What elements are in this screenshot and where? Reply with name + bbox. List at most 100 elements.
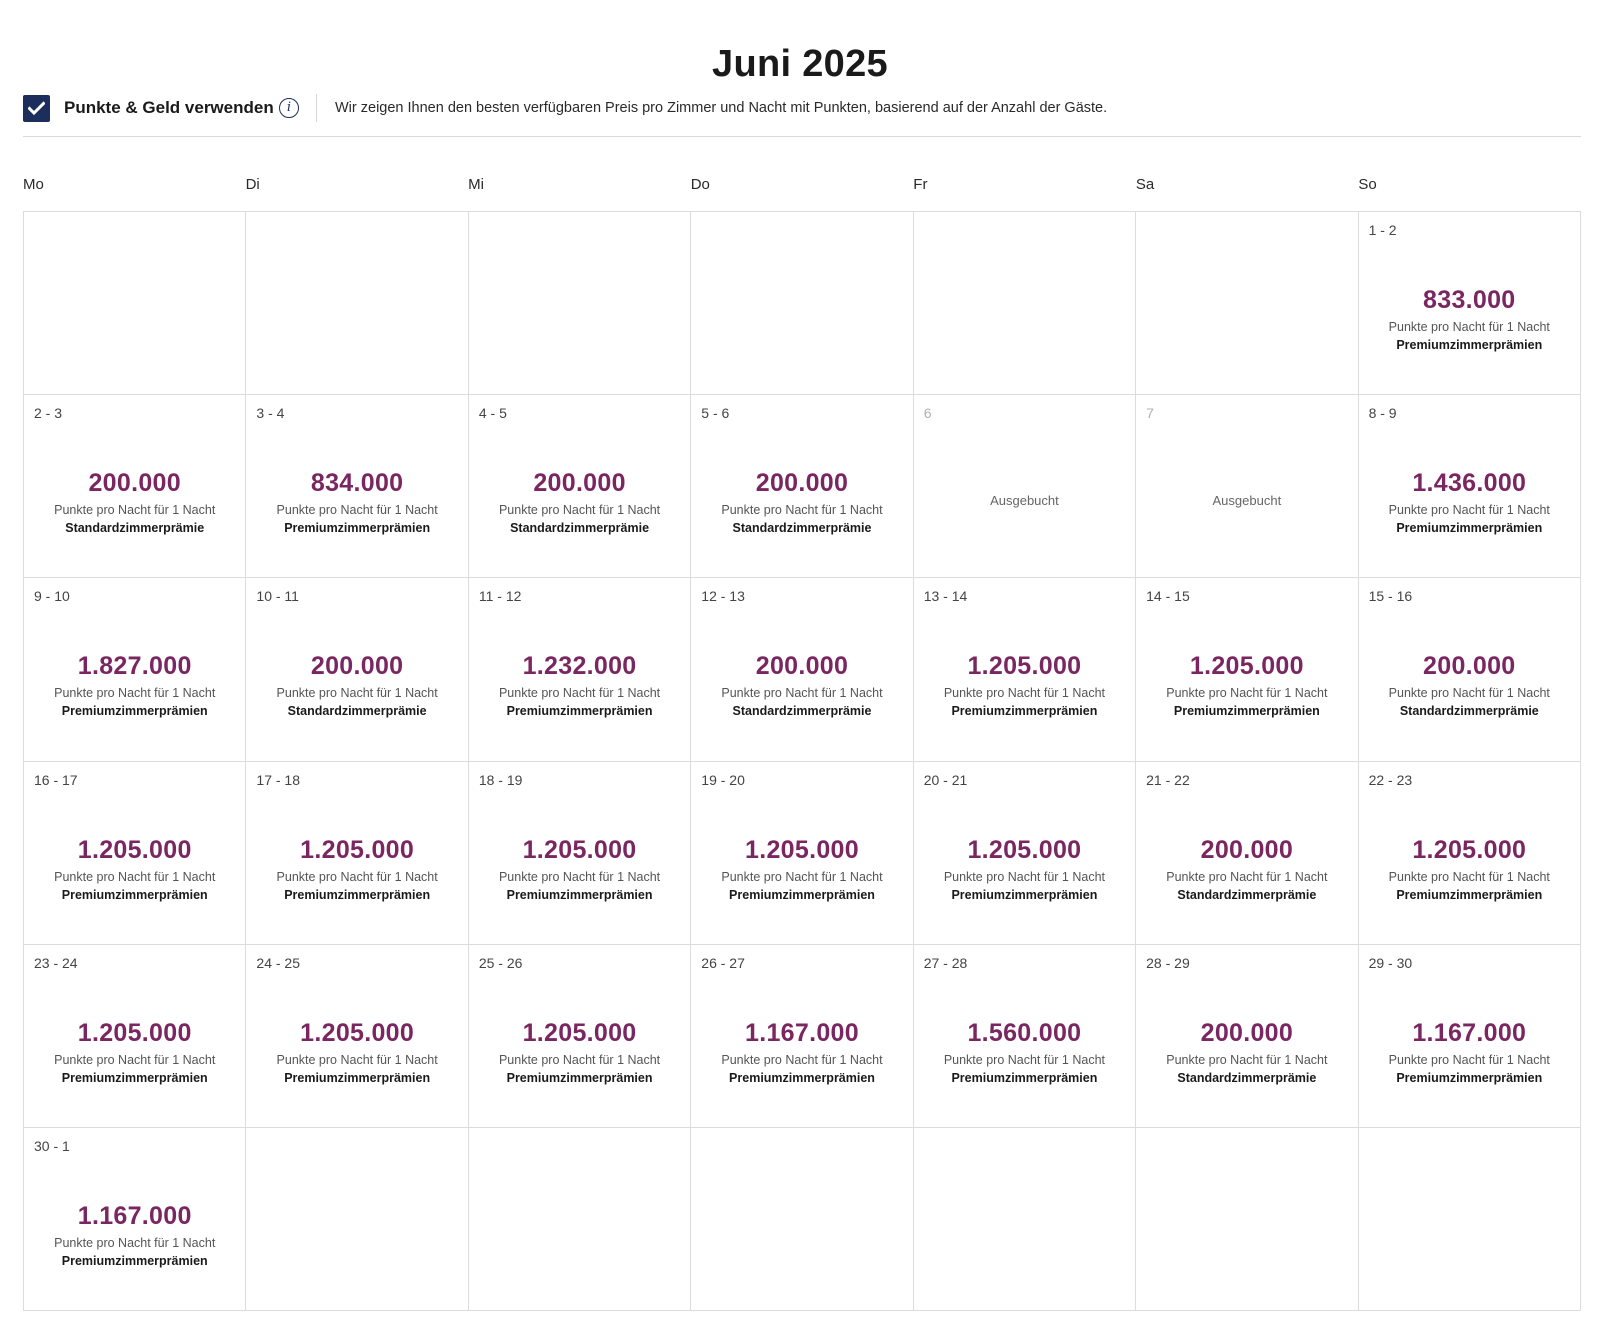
calendar-day-booked: 6 Ausgebucht	[913, 395, 1137, 579]
price-unit: Punkte pro Nacht für 1 Nacht	[721, 1052, 883, 1067]
points-price: 1.205.000	[1412, 835, 1527, 864]
price-unit: Punkte pro Nacht für 1 Nacht	[1388, 1052, 1550, 1067]
room-type: Premiumzimmerprämien	[951, 704, 1098, 719]
calendar-day[interactable]: 19 - 20 1.205.000 Punkte pro Nacht für 1 N…	[691, 761, 914, 945]
day-date-range: 11 - 12	[478, 588, 522, 605]
points-price: 1.205.000	[522, 835, 637, 864]
room-type: Premiumzimmerprämien	[61, 887, 208, 902]
room-type: Premiumzimmerprämien	[1396, 887, 1543, 902]
day-date-range: 23 - 24	[34, 954, 78, 971]
price-unit: Punkte pro Nacht für 1 Nacht	[1166, 686, 1328, 701]
calendar-day[interactable]: 20 - 21 1.205.000 Punkte pro Nacht für 1 N…	[913, 761, 1137, 945]
info-icon[interactable]: i	[279, 98, 299, 118]
calendar-day[interactable]: 26 - 27 1.167.000 Punkte pro Nacht für 1 N…	[691, 944, 914, 1128]
room-type: Standardzimmerprämie	[732, 521, 872, 536]
calendar-day[interactable]: 14 - 15 1.205.000 Punkte pro Nacht für 1 N…	[1136, 578, 1359, 762]
day-date-range: 10 - 11	[256, 588, 299, 605]
points-price: 1.232.000	[522, 652, 637, 681]
room-type: Premiumzimmerprämien	[1396, 338, 1543, 352]
room-type: Standardzimmerprämie	[732, 704, 872, 719]
calendar-empty-cell	[691, 1127, 914, 1311]
day-date-range: 6	[923, 405, 932, 422]
calendar-day[interactable]: 15 - 16 200.000 Punkte pro Nacht für 1 Nac…	[1358, 578, 1581, 762]
price-unit: Punkte pro Nacht für 1 Nacht	[54, 869, 216, 884]
room-type: Premiumzimmerprämien	[1396, 521, 1543, 536]
page-title: Juni 2025	[712, 43, 888, 86]
room-type: Premiumzimmerprämien	[951, 887, 1098, 902]
price-unit: Punkte pro Nacht für 1 Nacht	[498, 503, 661, 518]
weekday-label: Mi	[468, 176, 484, 193]
room-type: Premiumzimmerprämien	[61, 704, 208, 719]
room-type: Premiumzimmerprämien	[1173, 704, 1320, 719]
calendar-day[interactable]: 10 - 11 200.000 Punkte pro Nacht für 1 Nac…	[246, 578, 469, 762]
calendar-day[interactable]: 28 - 29 200.000 Punkte pro Nacht für 1 Nac…	[1136, 944, 1359, 1128]
day-date-range: 30 - 1	[34, 1137, 70, 1154]
divider	[316, 94, 317, 122]
weekday-label: So	[1358, 176, 1377, 193]
price-unit: Punkte pro Nacht für 1 Nacht	[943, 1052, 1106, 1067]
calendar-grid: 1 - 2 833.000 Punkte pro Nacht für 1 Nacht…	[23, 211, 1581, 1311]
calendar-empty-cell	[468, 1127, 692, 1311]
calendar-day[interactable]: 13 - 14 1.205.000 Punkte pro Nacht für 1 N…	[913, 578, 1137, 762]
day-date-range: 29 - 30	[1368, 954, 1413, 971]
calendar-day[interactable]: 21 - 22 200.000 Punkte pro Nacht für 1 Nac…	[1136, 761, 1359, 945]
booked-label: Ausgebucht	[1212, 493, 1282, 509]
room-type: Premiumzimmerprämien	[506, 887, 653, 902]
weekday-label: Sa	[1135, 176, 1155, 193]
calendar-day[interactable]: 4 - 5 200.000 Punkte pro Nacht für 1 Nacht…	[468, 395, 692, 579]
room-type: Premiumzimmerprämien	[729, 1070, 875, 1085]
points-money-label[interactable]: Punkte & Geld verwenden	[64, 98, 274, 117]
points-price: 1.560.000	[967, 1018, 1082, 1047]
calendar-day[interactable]: 12 - 13 200.000 Punkte pro Nacht für 1 Nac…	[691, 578, 914, 762]
calendar-day[interactable]: 18 - 19 1.205.000 Punkte pro Nacht für 1 N…	[468, 761, 692, 945]
price-unit: Punkte pro Nacht für 1 Nacht	[54, 686, 216, 701]
calendar-day[interactable]: 1 - 2 833.000 Punkte pro Nacht für 1 Nacht…	[1358, 212, 1581, 396]
day-date-range: 27 - 28	[923, 954, 968, 971]
price-unit: Punkte pro Nacht für 1 Nacht	[1388, 320, 1550, 334]
price-unit: Punkte pro Nacht für 1 Nacht	[1388, 869, 1550, 884]
calendar-day[interactable]: 5 - 6 200.000 Punkte pro Nacht für 1 Nacht…	[691, 395, 914, 579]
calendar-day[interactable]: 25 - 26 1.205.000 Punkte pro Nacht für 1 N…	[468, 944, 692, 1128]
points-price: 834.000	[310, 469, 404, 498]
calendar-day[interactable]: 17 - 18 1.205.000 Punkte pro Nacht für 1 N…	[246, 761, 469, 945]
calendar-day[interactable]: 16 - 17 1.205.000 Punkte pro Nacht für 1 N…	[24, 761, 247, 945]
calendar-day[interactable]: 30 - 1 1.167.000 Punkte pro Nacht für 1 Na…	[24, 1127, 247, 1311]
calendar-day[interactable]: 23 - 24 1.205.000 Punkte pro Nacht für 1 N…	[24, 944, 247, 1128]
room-type: Premiumzimmerprämien	[61, 1253, 208, 1268]
room-type: Premiumzimmerprämien	[506, 1070, 653, 1085]
calendar-day[interactable]: 2 - 3 200.000 Punkte pro Nacht für 1 Nacht…	[24, 395, 247, 579]
points-price: 200.000	[1200, 835, 1294, 864]
day-date-range: 28 - 29	[1146, 954, 1190, 971]
day-date-range: 8 - 9	[1368, 405, 1397, 422]
calendar-day[interactable]: 11 - 12 1.232.000 Punkte pro Nacht für 1 N…	[468, 578, 692, 762]
calendar-empty-cell	[1358, 1127, 1581, 1311]
points-price: 1.167.000	[745, 1018, 859, 1047]
toggle-description: Wir zeigen Ihnen den besten verfügbaren …	[335, 100, 1108, 116]
day-date-range: 5 - 6	[701, 405, 730, 422]
calendar-empty-cell	[24, 212, 247, 396]
calendar-empty-cell	[468, 212, 692, 396]
price-unit: Punkte pro Nacht für 1 Nacht	[276, 1052, 438, 1067]
calendar-empty-cell	[913, 1127, 1137, 1311]
price-unit: Punkte pro Nacht für 1 Nacht	[54, 1052, 216, 1067]
price-unit: Punkte pro Nacht für 1 Nacht	[721, 503, 883, 518]
points-money-checkbox[interactable]	[23, 95, 50, 122]
day-date-range: 2 - 3	[34, 405, 63, 422]
day-date-range: 18 - 19	[478, 771, 523, 788]
day-date-range: 20 - 21	[923, 771, 968, 788]
calendar-day[interactable]: 9 - 10 1.827.000 Punkte pro Nacht für 1 Na…	[24, 578, 247, 762]
calendar-day[interactable]: 3 - 4 834.000 Punkte pro Nacht für 1 Nacht…	[246, 395, 469, 579]
day-date-range: 1 - 2	[1368, 222, 1397, 238]
room-type: Standardzimmerprämie	[1399, 704, 1539, 719]
checkmark-icon	[28, 101, 45, 116]
calendar-day[interactable]: 24 - 25 1.205.000 Punkte pro Nacht für 1 N…	[246, 944, 469, 1128]
points-price: 1.205.000	[300, 1018, 415, 1047]
calendar-day[interactable]: 8 - 9 1.436.000 Punkte pro Nacht für 1 Nac…	[1358, 395, 1581, 579]
day-date-range: 25 - 26	[478, 954, 523, 971]
room-type: Standardzimmerprämie	[65, 521, 205, 536]
calendar-day[interactable]: 22 - 23 1.205.000 Punkte pro Nacht für 1 N…	[1358, 761, 1581, 945]
price-unit: Punkte pro Nacht für 1 Nacht	[1388, 503, 1550, 518]
calendar-day[interactable]: 29 - 30 1.167.000 Punkte pro Nacht für 1 N…	[1358, 944, 1581, 1128]
price-unit: Punkte pro Nacht für 1 Nacht	[276, 686, 438, 701]
calendar-day[interactable]: 27 - 28 1.560.000 Punkte pro Nacht für 1 N…	[913, 944, 1137, 1128]
